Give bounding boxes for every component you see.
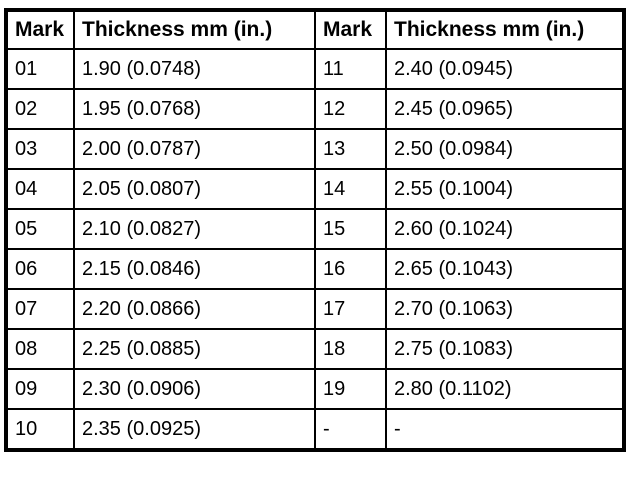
thickness-cell: 2.75 (0.1083)	[385, 328, 625, 370]
table-row: 09 2.30 (0.0906) 19 2.80 (0.1102)	[5, 368, 625, 410]
thickness-cell: 2.25 (0.0885)	[73, 328, 316, 370]
mark-cell: 01	[5, 48, 75, 90]
mark-cell: 16	[314, 248, 387, 290]
header-row: Mark Thickness mm (in.) Mark Thickness m…	[5, 9, 625, 50]
mark-cell: 07	[5, 288, 75, 330]
mark-cell: 09	[5, 368, 75, 410]
thickness-cell: 2.55 (0.1004)	[385, 168, 625, 210]
mark-cell: 11	[314, 48, 387, 90]
mark-cell: 19	[314, 368, 387, 410]
table-row: 06 2.15 (0.0846) 16 2.65 (0.1043)	[5, 248, 625, 290]
mark-cell: 03	[5, 128, 75, 170]
thickness-cell: 2.00 (0.0787)	[73, 128, 316, 170]
col-header-thickness-1: Thickness mm (in.)	[73, 9, 316, 50]
mark-cell: 14	[314, 168, 387, 210]
thickness-cell: 1.90 (0.0748)	[73, 48, 316, 90]
thickness-cell: 2.30 (0.0906)	[73, 368, 316, 410]
mark-cell: -	[314, 408, 387, 451]
thickness-cell: 2.65 (0.1043)	[385, 248, 625, 290]
table-row: 10 2.35 (0.0925) - -	[5, 408, 625, 451]
thickness-cell: 2.35 (0.0925)	[73, 408, 316, 451]
table-row: 08 2.25 (0.0885) 18 2.75 (0.1083)	[5, 328, 625, 370]
table-row: 07 2.20 (0.0866) 17 2.70 (0.1063)	[5, 288, 625, 330]
mark-cell: 18	[314, 328, 387, 370]
thickness-cell: 2.20 (0.0866)	[73, 288, 316, 330]
mark-cell: 15	[314, 208, 387, 250]
mark-cell: 06	[5, 248, 75, 290]
mark-cell: 17	[314, 288, 387, 330]
table-row: 04 2.05 (0.0807) 14 2.55 (0.1004)	[5, 168, 625, 210]
table-row: 01 1.90 (0.0748) 11 2.40 (0.0945)	[5, 48, 625, 90]
mark-cell: 13	[314, 128, 387, 170]
thickness-cell: 2.40 (0.0945)	[385, 48, 625, 90]
table-row: 05 2.10 (0.0827) 15 2.60 (0.1024)	[5, 208, 625, 250]
mark-cell: 04	[5, 168, 75, 210]
mark-cell: 12	[314, 88, 387, 130]
thickness-cell: 1.95 (0.0768)	[73, 88, 316, 130]
table-row: 03 2.00 (0.0787) 13 2.50 (0.0984)	[5, 128, 625, 170]
thickness-cell: 2.80 (0.1102)	[385, 368, 625, 410]
mark-cell: 08	[5, 328, 75, 370]
col-header-mark-1: Mark	[5, 9, 75, 50]
thickness-cell: 2.10 (0.0827)	[73, 208, 316, 250]
thickness-cell: 2.05 (0.0807)	[73, 168, 316, 210]
mark-cell: 10	[5, 408, 75, 451]
col-header-mark-2: Mark	[314, 9, 387, 50]
mark-cell: 05	[5, 208, 75, 250]
thickness-cell: 2.60 (0.1024)	[385, 208, 625, 250]
thickness-cell: 2.70 (0.1063)	[385, 288, 625, 330]
thickness-cell: 2.50 (0.0984)	[385, 128, 625, 170]
thickness-cell: 2.15 (0.0846)	[73, 248, 316, 290]
table-row: 02 1.95 (0.0768) 12 2.45 (0.0965)	[5, 88, 625, 130]
thickness-cell: -	[385, 408, 625, 451]
thickness-mark-table: Mark Thickness mm (in.) Mark Thickness m…	[4, 8, 626, 452]
thickness-cell: 2.45 (0.0965)	[385, 88, 625, 130]
col-header-thickness-2: Thickness mm (in.)	[385, 9, 625, 50]
mark-cell: 02	[5, 88, 75, 130]
